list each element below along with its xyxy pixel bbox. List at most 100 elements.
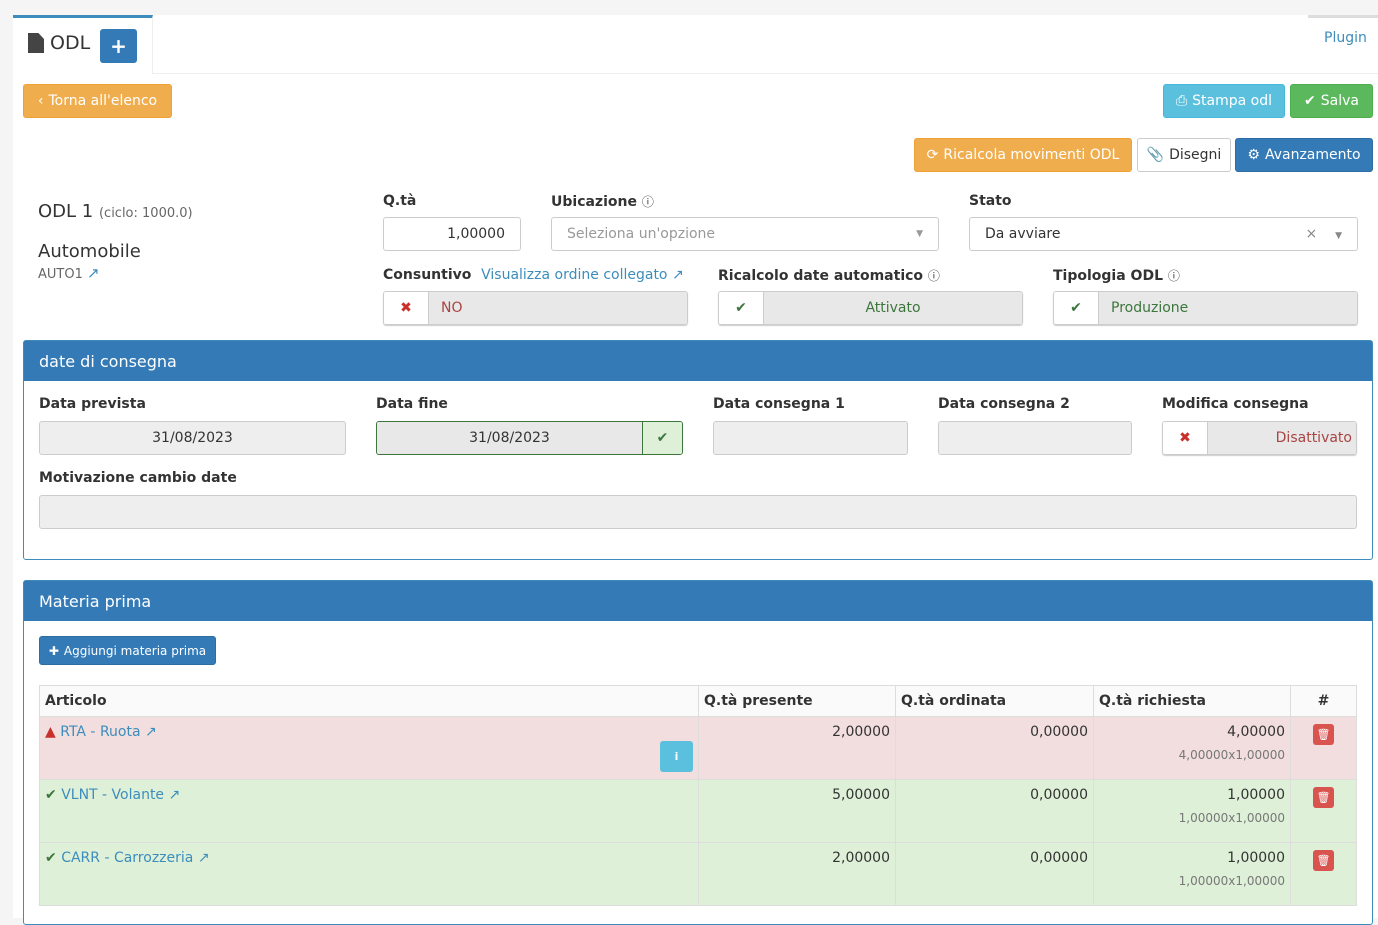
check-icon: ✔	[719, 292, 764, 324]
save-button[interactable]: ✔ Salva	[1290, 84, 1373, 118]
plus-icon: ✚	[48, 643, 59, 658]
reason-input[interactable]	[39, 495, 1357, 529]
check-icon: ✔	[1304, 93, 1316, 109]
required-detail: 1,00000x1,00000	[1178, 874, 1285, 888]
plugin-tab[interactable]: Plugin	[1308, 15, 1378, 74]
progress-button[interactable]: ⚙ Avanzamento	[1235, 138, 1373, 172]
delivery-date-1-input[interactable]	[713, 421, 908, 455]
chevron-left-icon: ‹	[37, 93, 44, 109]
present-qty: 5,00000	[698, 779, 896, 843]
product-code: AUTO1 ↗	[38, 264, 100, 282]
table-header: Articolo Q.tà presente Q.tà ordinata Q.t…	[39, 685, 1357, 717]
tab-title: ODL	[28, 32, 90, 54]
qty-input[interactable]: 1,00000	[383, 217, 521, 251]
drawings-button[interactable]: 📎 Disegni	[1137, 138, 1231, 172]
article-name: VLNT - Volante	[61, 787, 165, 803]
type-value: Produzione	[1099, 292, 1357, 324]
delivery-panel-title: date di consegna	[24, 341, 1372, 381]
col-required: Q.tà richiesta	[1093, 685, 1291, 717]
product-code-text: AUTO1	[38, 267, 83, 282]
qty-value: 1,00000	[447, 226, 505, 242]
article-name: CARR - Carrozzeria	[61, 850, 194, 866]
planned-date-label: Data prevista	[39, 396, 146, 412]
materials-table: Articolo Q.tà presente Q.tà ordinata Q.t…	[39, 685, 1357, 906]
ordered-qty: 0,00000	[895, 842, 1094, 906]
plugin-label: Plugin	[1324, 30, 1367, 46]
tab-label: ODL	[50, 32, 91, 54]
final-value: NO	[429, 292, 687, 324]
clear-icon[interactable]: ×	[1305, 226, 1318, 242]
caret-down-icon: ▼	[916, 229, 923, 239]
delete-button[interactable]: 🗑	[1313, 787, 1334, 808]
delete-button[interactable]: 🗑	[1313, 724, 1334, 745]
back-button[interactable]: ‹ Torna all'elenco	[23, 84, 172, 118]
delivery-date-1-label: Data consegna 1	[713, 396, 845, 412]
help-icon: ⓘ	[641, 195, 654, 209]
plus-icon: +	[110, 34, 127, 58]
article-link[interactable]: RTA - Ruota ↗	[60, 724, 157, 740]
col-ordered: Q.tà ordinata	[895, 685, 1094, 717]
check-icon: ✔	[642, 422, 682, 454]
odl-name: ODL 1	[38, 201, 94, 222]
delivery-date-2-label: Data consegna 2	[938, 396, 1070, 412]
check-icon: ✔	[1054, 292, 1099, 324]
article-link[interactable]: CARR - Carrozzeria ↗	[61, 850, 210, 866]
add-material-button[interactable]: ✚ Aggiungi materia prima	[39, 636, 216, 665]
product-name: Automobile	[38, 241, 141, 262]
recalc-dates-toggle[interactable]: ✔ Attivato	[718, 291, 1023, 325]
drawings-label: Disegni	[1169, 147, 1222, 163]
col-article: Articolo	[39, 685, 699, 717]
print-label: Stampa odl	[1192, 93, 1273, 109]
file-icon	[28, 33, 44, 53]
linked-order-link[interactable]: Visualizza ordine collegato ↗	[481, 267, 684, 283]
edit-delivery-label: Modifica consegna	[1162, 396, 1309, 412]
present-qty: 2,00000	[698, 842, 896, 906]
info-icon: i	[674, 750, 679, 763]
article-link[interactable]: VLNT - Volante ↗	[61, 787, 181, 803]
save-label: Salva	[1320, 93, 1359, 109]
final-toggle[interactable]: ✖ NO	[383, 291, 688, 325]
delete-button[interactable]: 🗑	[1313, 850, 1334, 871]
info-button[interactable]: i	[660, 741, 693, 772]
end-date-value: 31/08/2023	[377, 422, 642, 454]
refresh-icon: ⟳	[926, 147, 939, 163]
type-label-text: Tipologia ODL	[1053, 268, 1163, 284]
recalc-button[interactable]: ⟳ Ricalcola movimenti ODL	[914, 138, 1132, 172]
col-present: Q.tà presente	[698, 685, 896, 717]
external-link-icon[interactable]: ↗	[87, 264, 100, 282]
required-detail: 1,00000x1,00000	[1178, 811, 1285, 825]
ordered-qty: 0,00000	[895, 716, 1094, 780]
print-button[interactable]: ⎙ Stampa odl	[1163, 84, 1285, 118]
reason-label: Motivazione cambio date	[39, 470, 237, 486]
type-toggle[interactable]: ✔ Produzione	[1053, 291, 1358, 325]
materials-panel-title: Materia prima	[24, 581, 1372, 621]
end-date-input[interactable]: 31/08/2023 ✔	[376, 421, 683, 455]
gear-icon: ⚙	[1247, 147, 1260, 163]
qty-label: Q.tà	[383, 193, 417, 209]
location-label: Ubicazione ⓘ	[551, 193, 654, 210]
edit-delivery-value: Disattivato	[1208, 422, 1356, 454]
location-select[interactable]: Seleziona un'opzione ▼	[551, 217, 939, 251]
final-label: Consuntivo Visualizza ordine collegato ↗	[383, 267, 684, 283]
planned-date-input[interactable]: 31/08/2023	[39, 421, 346, 455]
tab-bar	[13, 15, 1378, 74]
edit-delivery-toggle[interactable]: ✖ Disattivato	[1162, 421, 1357, 455]
help-icon: ⓘ	[927, 269, 940, 283]
delivery-date-2-input[interactable]	[938, 421, 1132, 455]
add-odl-button[interactable]: +	[100, 29, 137, 63]
help-icon: ⓘ	[1167, 269, 1180, 283]
recalc-dates-value: Attivato	[764, 292, 1022, 324]
paperclip-icon: 📎	[1146, 147, 1165, 163]
final-label-text: Consuntivo	[383, 267, 472, 283]
end-date-label: Data fine	[376, 396, 448, 412]
print-icon: ⎙	[1175, 93, 1188, 109]
location-label-text: Ubicazione	[551, 194, 637, 210]
required-qty: 1,00000	[1227, 850, 1285, 866]
check-icon: ✔	[45, 850, 57, 866]
article-name: RTA - Ruota	[60, 724, 141, 740]
odl-title: ODL 1 (ciclo: 1000.0)	[38, 201, 193, 222]
table-row: ▲ RTA - Ruota ↗ i 2,00000 0,00000 4,00000…	[39, 716, 1357, 780]
ordered-qty: 0,00000	[895, 779, 1094, 843]
state-select[interactable]: Da avviare × ▼	[969, 217, 1358, 251]
add-material-label: Aggiungi materia prima	[63, 643, 207, 658]
